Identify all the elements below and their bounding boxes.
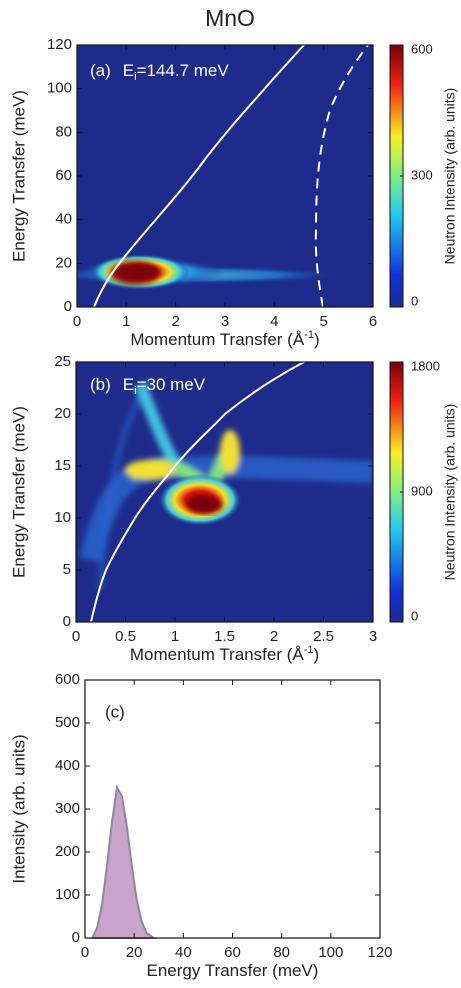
x-tick-label: 3	[221, 313, 229, 330]
colorbar-tick-label: 0	[411, 293, 418, 308]
colorbar-tick-label: 900	[411, 483, 433, 498]
x-tick-label: 0	[81, 944, 89, 961]
ei-symbol: E	[123, 375, 134, 394]
y-tick-label: 80	[55, 123, 72, 140]
panel-annotation: (a) Ei=144.7 meV	[90, 61, 229, 82]
ei-symbol: E	[123, 61, 134, 80]
x-tick-label: 2.5	[313, 628, 334, 645]
x-tick-label: 40	[175, 944, 192, 961]
heatmap-image	[76, 362, 373, 622]
x-tick-label: 1.5	[214, 628, 235, 645]
colorbar-tick-label: 1800	[411, 358, 440, 373]
x-tick-label: 5	[319, 313, 327, 330]
y-tick-label: 5	[63, 561, 71, 578]
colorbar	[390, 362, 403, 622]
ei-value: =144.7 meV	[137, 61, 230, 80]
y-tick-label: 100	[47, 80, 72, 97]
x-axis-label: Momentum Transfer (Å-1)	[130, 329, 319, 350]
y-tick-label: 100	[55, 886, 80, 903]
y-tick-label: 200	[55, 843, 80, 860]
x-tick-label: 2	[171, 313, 179, 330]
x-axis-label-end: )	[313, 645, 319, 664]
y-tick-label: 0	[72, 929, 80, 946]
panel-label: (a)	[90, 61, 111, 80]
ei-subscript: i	[134, 385, 136, 397]
x-axis-label-sup: -1	[304, 644, 314, 656]
x-tick-label: 0	[72, 628, 80, 645]
x-axis-label-text: Momentum Transfer (Å	[130, 330, 304, 349]
colorbar-tick-label: 0	[411, 608, 418, 623]
x-axis-label-sup: -1	[304, 329, 314, 341]
area	[90, 784, 157, 939]
colorbar-label: Neutron Intensity (arb. units)	[442, 88, 458, 265]
x-axis-label-end: )	[314, 330, 320, 349]
x-tick-label: 4	[270, 313, 278, 330]
x-tick-label: 20	[126, 944, 143, 961]
colorbar-tick-label: 300	[411, 167, 433, 182]
x-tick-label: 60	[224, 944, 241, 961]
ei-value: =30 meV	[137, 375, 206, 394]
colorbar-label: Neutron Intensity (arb. units)	[442, 404, 458, 581]
y-tick-label: 15	[54, 457, 71, 474]
x-tick-label: 2	[270, 628, 278, 645]
y-tick-label: 20	[55, 254, 72, 271]
y-axis-label: Intensity (arb. units)	[9, 734, 28, 883]
y-tick-label: 400	[55, 757, 80, 774]
x-tick-label: 80	[273, 944, 290, 961]
y-tick-label: 40	[55, 211, 72, 228]
y-axis-label: Energy Transfer (meV)	[9, 406, 28, 578]
x-tick-label: 3	[369, 628, 377, 645]
x-tick-label: 1	[122, 313, 130, 330]
y-tick-label: 600	[55, 671, 80, 688]
y-tick-label: 10	[54, 509, 71, 526]
panel-annotation: (b) Ei=30 meV	[90, 375, 206, 396]
y-tick-label: 300	[55, 800, 80, 817]
figure-title: MnO	[205, 5, 255, 31]
y-tick-label: 120	[47, 36, 72, 53]
x-axis-label-text: Momentum Transfer (Å	[130, 645, 304, 664]
x-tick-label: 0	[73, 313, 81, 330]
x-axis-label: Momentum Transfer (Å-1)	[130, 644, 319, 665]
heatmap-image	[77, 45, 373, 307]
x-tick-label: 0.5	[115, 628, 136, 645]
x-tick-label: 1	[171, 628, 179, 645]
y-tick-label: 25	[54, 353, 71, 370]
y-tick-label: 0	[64, 298, 72, 315]
x-axis-label-text: Energy Transfer (meV)	[147, 961, 319, 980]
y-tick-label: 500	[55, 714, 80, 731]
y-tick-label: 60	[55, 167, 72, 184]
panel-label: (c)	[105, 702, 125, 721]
x-tick-label: 100	[318, 944, 343, 961]
x-axis-label: Energy Transfer (meV)	[147, 961, 319, 980]
x-tick-label: 6	[369, 313, 377, 330]
panel-label: (b)	[90, 375, 111, 394]
y-tick-label: 20	[54, 405, 71, 422]
colorbar	[390, 45, 403, 307]
ei-subscript: i	[134, 71, 136, 83]
y-tick-label: 0	[63, 613, 71, 630]
colorbar-tick-label: 600	[411, 41, 433, 56]
x-tick-label: 120	[367, 944, 392, 961]
y-axis-label: Energy Transfer (meV)	[9, 90, 28, 262]
